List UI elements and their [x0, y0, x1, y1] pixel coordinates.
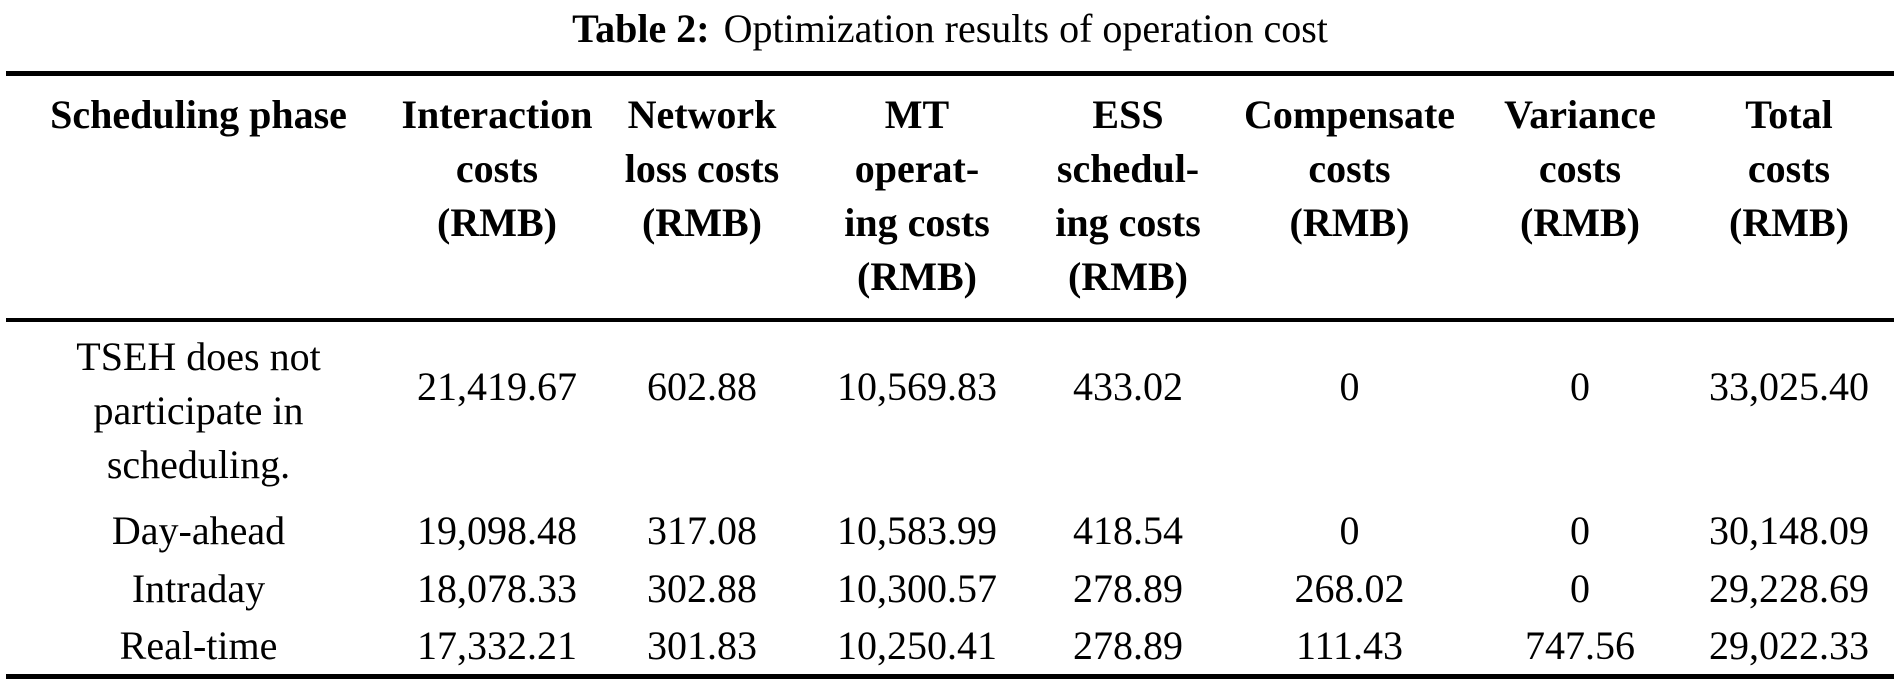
table-caption: Table 2: Optimization results of operatio… — [6, 5, 1894, 53]
table-row-real-time: Real-time 17,332.21 301.83 10,250.41 278… — [6, 618, 1894, 676]
table-row-day-ahead: Day-ahead 19,098.48 317.08 10,583.99 418… — [6, 502, 1894, 560]
value-cell: 302.88 — [647, 566, 757, 611]
value-cell: 278.89 — [1073, 622, 1183, 668]
value-cell: 29,228.69 — [1709, 566, 1869, 611]
value-cell: 433.02 — [1073, 364, 1183, 409]
value-cell: 0 — [1570, 364, 1590, 409]
value-cell: 0 — [1570, 508, 1590, 553]
value-cell: 418.54 — [1073, 508, 1183, 553]
value-cell: 268.02 — [1294, 566, 1405, 611]
paper-page: Table 2: Optimization results of operatio… — [6, 0, 1894, 679]
header-cell-interaction-costs: Interaction costs (RMB) — [401, 92, 593, 245]
value-cell: 10,583.99 — [837, 508, 997, 553]
header-cell-mt-operating-costs: MT operat- ing costs (RMB) — [844, 92, 990, 299]
results-table: Scheduling phase Interaction costs (RMB)… — [6, 71, 1894, 679]
value-cell: 0 — [1339, 364, 1360, 409]
value-cell: 0 — [1339, 508, 1360, 553]
value-cell: 29,022.33 — [1709, 622, 1869, 668]
header-cell-scheduling-phase: Scheduling phase — [50, 92, 347, 137]
value-cell: 0 — [1570, 566, 1590, 611]
value-cell: 747.56 — [1525, 622, 1635, 668]
value-cell: 10,250.41 — [837, 622, 997, 668]
table-caption-text: Optimization results of operation cost — [723, 6, 1328, 51]
header-cell-network-loss-costs: Network loss costs (RMB) — [624, 92, 780, 245]
value-cell: 10,300.57 — [837, 566, 997, 611]
phase-cell: Real-time — [119, 622, 278, 668]
value-cell: 21,419.67 — [417, 364, 577, 409]
header-cell-compensate-costs: Compensate costs (RMB) — [1243, 92, 1456, 245]
phase-cell: TSEH does not participate in scheduling. — [76, 334, 321, 487]
phase-cell: Day-ahead — [111, 508, 286, 553]
table-row-tseh: TSEH does not participate in scheduling.… — [6, 320, 1894, 502]
table-caption-label: Table 2: — [572, 6, 710, 51]
phase-cell: Intraday — [131, 566, 266, 611]
value-cell: 30,148.09 — [1709, 508, 1869, 553]
value-cell: 17,332.21 — [417, 622, 577, 668]
value-cell: 317.08 — [647, 508, 757, 553]
value-cell: 301.83 — [647, 622, 757, 668]
header-cell-variance-costs: Variance costs (RMB) — [1504, 92, 1656, 245]
value-cell: 33,025.40 — [1709, 364, 1869, 409]
value-cell: 18,078.33 — [417, 566, 577, 611]
header-row: Scheduling phase Interaction costs (RMB)… — [6, 74, 1894, 320]
value-cell: 19,098.48 — [417, 508, 577, 553]
header-cell-ess-scheduling-costs: ESS schedul- ing costs (RMB) — [1055, 92, 1201, 299]
value-cell: 602.88 — [647, 364, 757, 409]
table-row-intraday: Intraday 18,078.33 302.88 10,300.57 278.… — [6, 560, 1894, 618]
header-cell-total-costs: Total costs (RMB) — [1729, 92, 1849, 245]
value-cell: 111.43 — [1295, 622, 1404, 668]
value-cell: 278.89 — [1073, 566, 1183, 611]
value-cell: 10,569.83 — [837, 364, 997, 409]
